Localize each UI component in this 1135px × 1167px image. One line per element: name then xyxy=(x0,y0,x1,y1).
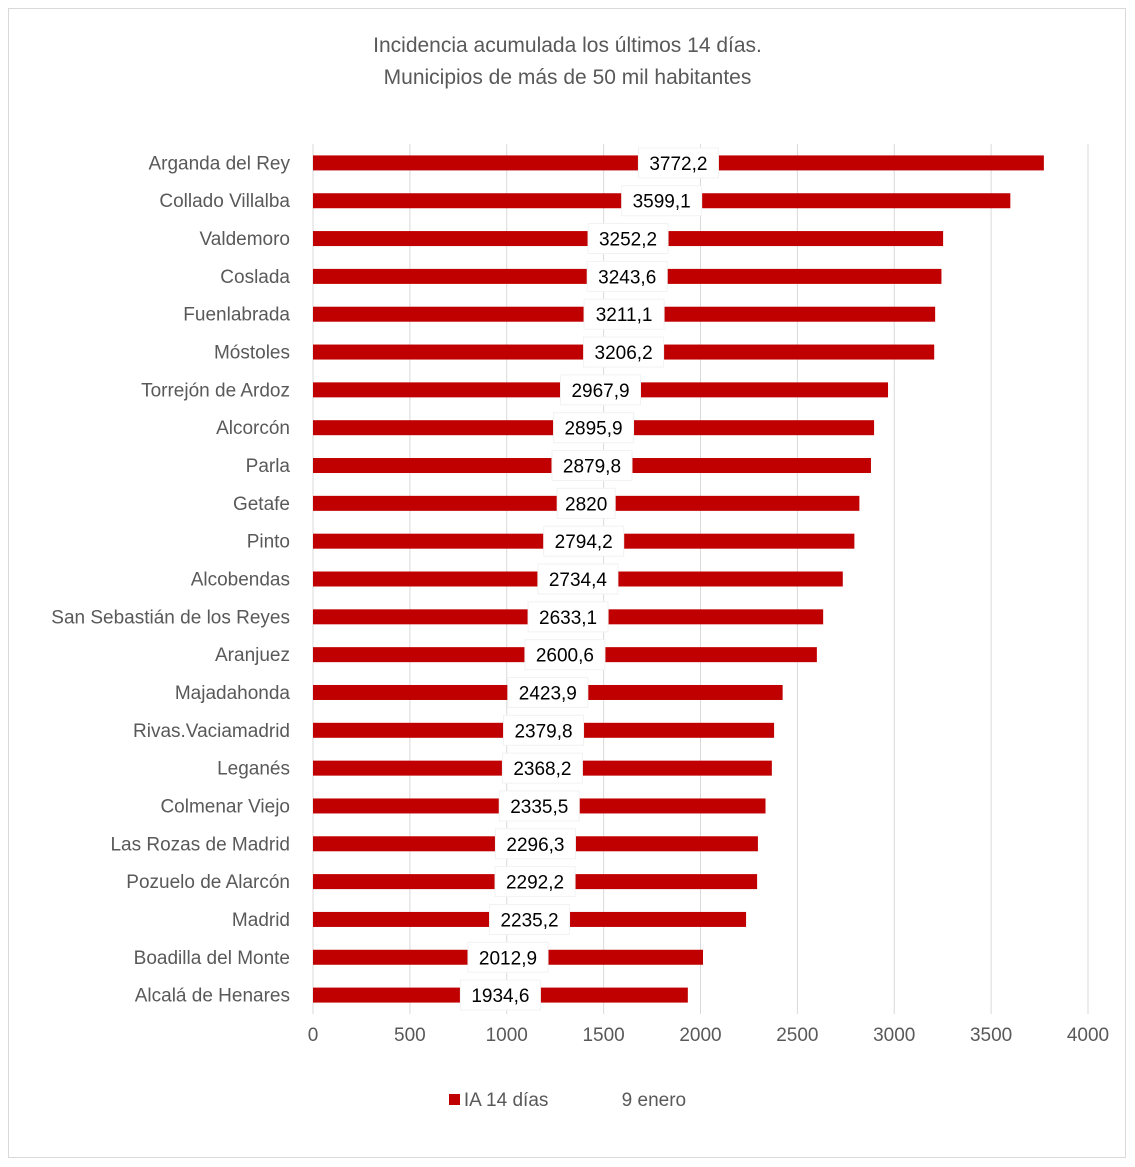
data-label-box xyxy=(553,412,635,444)
data-label-box xyxy=(507,676,589,708)
category-label: Collado Villalba xyxy=(159,191,290,212)
category-label: Alcalá de Henares xyxy=(135,986,290,1007)
category-label: Boadilla del Monte xyxy=(134,948,290,969)
data-label: 3252,2 xyxy=(599,230,657,251)
data-label: 2379,8 xyxy=(514,721,572,742)
legend-item-ia-14-dias: IA 14 días xyxy=(448,1090,549,1112)
x-tick-label: 4000 xyxy=(1067,1025,1109,1046)
data-label: 2423,9 xyxy=(519,683,577,704)
category-label: Fuenlabrada xyxy=(183,305,290,326)
data-label: 2235,2 xyxy=(500,910,558,931)
data-label: 2600,6 xyxy=(536,646,594,667)
data-label-box xyxy=(459,979,541,1011)
data-label-box xyxy=(524,639,606,671)
data-label: 2967,9 xyxy=(571,381,629,402)
x-tick-label: 1000 xyxy=(486,1025,528,1046)
data-label: 2895,9 xyxy=(564,419,622,440)
data-label-box xyxy=(586,260,668,292)
data-label-box xyxy=(498,790,580,822)
data-label-box xyxy=(494,866,576,898)
data-label: 2335,5 xyxy=(510,797,568,818)
data-label-box xyxy=(637,147,719,179)
data-label-box xyxy=(489,903,571,935)
data-label-box xyxy=(527,601,609,633)
data-label: 3211,1 xyxy=(596,305,653,326)
category-label: Rivas.Vaciamadrid xyxy=(133,721,290,742)
category-label: Parla xyxy=(246,456,291,477)
data-label: 3206,2 xyxy=(595,343,653,364)
category-label: Las Rozas de Madrid xyxy=(110,834,290,855)
data-label-box xyxy=(587,223,669,255)
category-label: Pinto xyxy=(247,532,290,553)
category-label: Alcorcón xyxy=(216,418,290,439)
data-label: 3599,1 xyxy=(633,192,691,213)
data-label-box xyxy=(537,563,619,595)
data-label: 2879,8 xyxy=(563,457,621,478)
data-label: 1934,6 xyxy=(471,986,529,1007)
category-label: Aranjuez xyxy=(215,645,290,666)
data-label: 2296,3 xyxy=(506,835,564,856)
category-label: Majadahonda xyxy=(175,683,291,704)
category-label: Coslada xyxy=(220,267,290,288)
legend-label: 9 enero xyxy=(621,1090,687,1111)
x-tick-label: 500 xyxy=(394,1025,426,1046)
data-label-box xyxy=(560,374,642,406)
category-label: Valdemoro xyxy=(200,229,290,250)
x-tick-label: 0 xyxy=(308,1025,319,1046)
data-label: 2633,1 xyxy=(539,608,597,629)
category-label: Colmenar Viejo xyxy=(160,796,290,817)
legend: IA 14 días 9 enero xyxy=(0,1090,1135,1112)
x-tick-label: 1500 xyxy=(582,1025,624,1046)
data-label-box xyxy=(621,185,703,217)
chart-title: Incidencia acumulada los últimos 14 días… xyxy=(0,30,1135,94)
data-label-box xyxy=(467,941,549,973)
data-label: 2794,2 xyxy=(555,532,613,553)
category-label: Móstoles xyxy=(214,343,290,364)
data-label-box xyxy=(583,336,665,368)
data-label-box xyxy=(494,828,576,860)
data-label: 2820 xyxy=(565,494,607,515)
category-label: Alcobendas xyxy=(191,570,290,591)
chart-title-line-2: Municipios de más de 50 mil habitantes xyxy=(383,66,752,89)
data-label-box xyxy=(583,298,665,330)
data-label-box xyxy=(501,752,583,784)
data-label-box xyxy=(503,714,585,746)
category-label: Madrid xyxy=(232,910,290,931)
category-label: Leganés xyxy=(217,759,290,780)
legend-item-9-enero: 9 enero xyxy=(622,1090,686,1112)
x-tick-label: 2000 xyxy=(679,1025,721,1046)
category-label: Torrejón de Ardoz xyxy=(141,380,290,401)
data-label: 2012,9 xyxy=(479,948,537,969)
category-label: Pozuelo de Alarcón xyxy=(126,872,290,893)
data-label: 2368,2 xyxy=(513,759,571,780)
data-label-box xyxy=(556,487,616,519)
category-label: Arganda del Rey xyxy=(148,153,290,174)
data-label-box xyxy=(543,525,625,557)
data-label-box xyxy=(551,450,633,482)
legend-swatch xyxy=(448,1094,460,1106)
legend-label: IA 14 días xyxy=(463,1090,549,1111)
chart-title-line-1: Incidencia acumulada los últimos 14 días… xyxy=(373,34,762,57)
data-label: 3772,2 xyxy=(649,154,707,175)
category-label: Getafe xyxy=(233,494,290,515)
data-label: 2734,4 xyxy=(549,570,608,591)
data-label: 3243,6 xyxy=(598,267,656,288)
category-label: San Sebastián de los Reyes xyxy=(51,607,290,628)
data-label: 2292,2 xyxy=(506,873,564,894)
x-tick-label: 3500 xyxy=(970,1025,1012,1046)
x-tick-label: 2500 xyxy=(776,1025,818,1046)
x-tick-label: 3000 xyxy=(873,1025,915,1046)
